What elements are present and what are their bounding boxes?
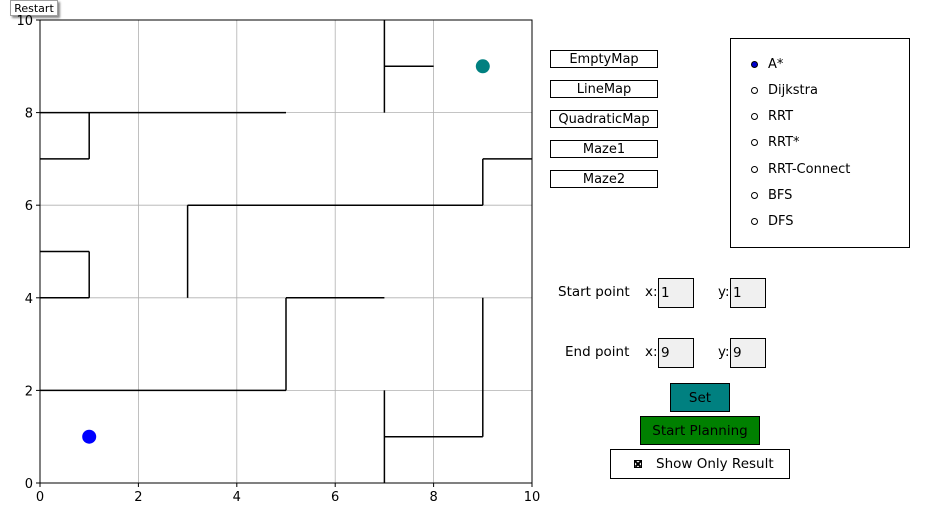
radio-selected-icon: [751, 60, 758, 68]
start-y-label: y:: [718, 284, 730, 300]
algorithm-radio-rrt-star[interactable]: RRT*: [751, 133, 800, 153]
map-button-quadraticmap[interactable]: QuadraticMap: [550, 110, 658, 128]
algorithm-label: DFS: [768, 214, 794, 230]
x-tick-label: 6: [331, 490, 339, 505]
y-tick-label: 2: [25, 384, 33, 399]
checkbox-checked-icon: [634, 460, 642, 468]
algorithm-label: BFS: [768, 188, 793, 203]
plot-ticks: 0 2 4 6 8 10 0 2 4 6 8 10: [16, 14, 540, 505]
algorithm-radio-rrt[interactable]: RRT: [751, 107, 793, 127]
algorithm-label: Dijkstra: [768, 82, 818, 98]
x-tick-label: 8: [429, 490, 437, 505]
set-button[interactable]: Set: [670, 383, 730, 412]
map-button-maze2[interactable]: Maze2: [550, 170, 658, 188]
end-point-label: End point: [565, 344, 630, 360]
radio-unselected-icon: [751, 86, 758, 94]
algorithm-radio-rrt-connect[interactable]: RRT-Connect: [751, 159, 850, 179]
radio-unselected-icon: [751, 165, 758, 173]
radio-unselected-icon: [751, 192, 758, 199]
map-button-linemap[interactable]: LineMap: [550, 80, 658, 98]
radio-unselected-icon: [751, 113, 758, 121]
radio-unselected-icon: [751, 139, 758, 147]
algorithm-label: RRT: [768, 109, 794, 125]
start-marker: [82, 429, 97, 444]
x-tick-label: 4: [233, 490, 241, 505]
y-tick-label: 4: [25, 292, 33, 307]
radio-unselected-icon: [751, 218, 758, 226]
start-planning-button[interactable]: Start Planning: [640, 416, 760, 445]
end-x-label: x:: [645, 344, 658, 360]
algorithm-radio-panel: A* Dijkstra RRT RRT* RRT-Connect BFS DFS: [730, 38, 910, 248]
algorithm-label: A*: [768, 56, 784, 72]
algorithm-label: RRT*: [768, 135, 800, 151]
start-y-input[interactable]: 1: [730, 278, 766, 308]
maze-walls: [40, 20, 532, 483]
y-tick-label: 10: [16, 14, 33, 29]
algorithm-radio-bfs[interactable]: BFS: [751, 186, 792, 206]
algorithm-radio-dfs[interactable]: DFS: [751, 212, 794, 232]
map-plot[interactable]: 0 2 4 6 8 10 0 2 4 6 8 10: [0, 0, 545, 513]
y-tick-label: 8: [25, 107, 33, 122]
x-tick-label: 0: [36, 490, 44, 505]
y-tick-label: 0: [25, 477, 33, 492]
y-tick-label: 6: [25, 199, 33, 214]
x-tick-label: 2: [134, 490, 142, 505]
end-y-input[interactable]: 9: [730, 338, 766, 368]
goal-marker: [475, 59, 490, 74]
end-y-label: y:: [718, 344, 730, 360]
start-x-label: x:: [645, 284, 658, 300]
show-only-result-checkbox[interactable]: Show Only Result: [610, 449, 790, 479]
algorithm-radio-dijkstra[interactable]: Dijkstra: [751, 80, 818, 100]
end-x-input[interactable]: 9: [658, 338, 694, 368]
start-x-input[interactable]: 1: [658, 278, 694, 308]
map-button-maze1[interactable]: Maze1: [550, 140, 658, 158]
restart-button[interactable]: Restart: [10, 0, 58, 16]
start-point-label: Start point: [558, 284, 630, 300]
x-tick-label: 10: [524, 490, 541, 505]
show-only-result-label: Show Only Result: [656, 456, 774, 472]
algorithm-label: RRT-Connect: [768, 161, 851, 177]
plot-frame: [39, 19, 533, 484]
map-button-emptymap[interactable]: EmptyMap: [550, 50, 658, 68]
plot-grid: [39, 19, 533, 484]
algorithm-radio-a-star[interactable]: A*: [751, 54, 783, 74]
